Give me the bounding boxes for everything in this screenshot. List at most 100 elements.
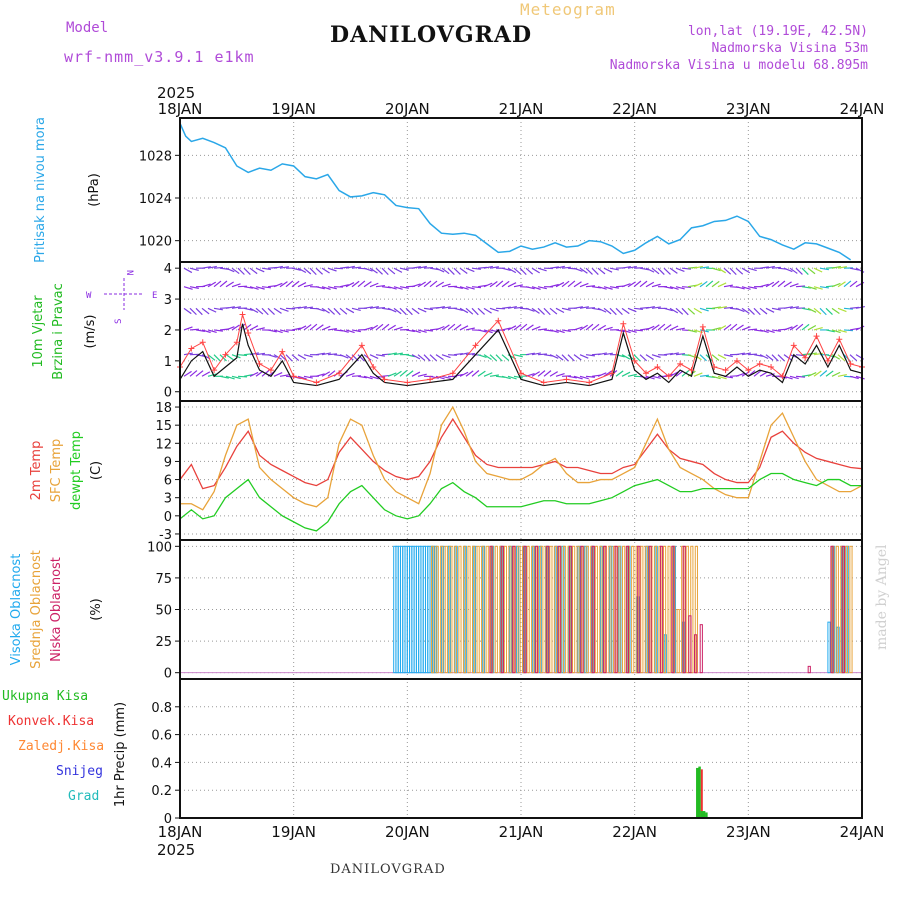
wind-barb <box>531 267 540 274</box>
wind-barb <box>489 307 499 312</box>
wind-barb <box>837 329 847 333</box>
wind-barb <box>513 354 523 358</box>
wind-barb <box>435 267 445 273</box>
wind-barb <box>807 352 817 356</box>
low-cloud-bar <box>591 545 595 674</box>
wind-barb <box>189 286 199 289</box>
wind-barb <box>657 267 665 276</box>
wind-barb <box>627 281 636 288</box>
y-tick-label: 9 <box>164 455 172 470</box>
wind-barb <box>471 370 480 377</box>
gust-marker <box>620 320 627 327</box>
wind-barb <box>549 307 558 315</box>
wind-barb <box>279 266 289 269</box>
mid-cloud-bar <box>444 545 448 674</box>
wind-barb <box>771 280 780 288</box>
gust-marker <box>381 376 388 383</box>
low-cloud-bar <box>841 545 845 674</box>
mid-cloud-bar <box>562 545 567 674</box>
gust-marker <box>427 376 434 383</box>
wind-barb <box>801 267 809 275</box>
wind-barb <box>597 324 607 331</box>
wind-barb <box>549 371 559 377</box>
wind-barb <box>735 352 745 356</box>
wind-barb <box>465 370 474 377</box>
wind-barb <box>519 267 527 276</box>
wind-barb <box>531 371 541 377</box>
wind-barb <box>849 267 859 271</box>
gust-marker <box>279 348 286 355</box>
bottom-date-label: 24JAN <box>840 823 885 841</box>
wind-barb <box>573 354 582 361</box>
wind-barb <box>387 267 396 275</box>
wind-barb <box>579 375 589 380</box>
low-cloud-bar <box>659 545 664 674</box>
wind-barb <box>507 375 517 380</box>
gust-marker <box>643 370 650 377</box>
wind-barb <box>303 306 313 309</box>
wind-barb <box>627 307 637 313</box>
wind-barb <box>663 352 673 356</box>
wind-barb <box>753 329 763 332</box>
model-elevation-label: Nadmorska Visina u modelu 68.895m <box>609 58 868 73</box>
wind-barb <box>591 323 600 331</box>
wind-barb <box>663 267 671 275</box>
wind-barb <box>681 267 692 270</box>
wind-barb <box>225 281 234 288</box>
wind-barb <box>249 371 259 377</box>
wind-barb <box>465 327 475 331</box>
wind-barb <box>309 267 317 276</box>
wind-barb <box>723 354 733 358</box>
wind-barb <box>711 375 721 380</box>
wind-barb <box>549 266 559 269</box>
wind-barb <box>291 327 301 331</box>
wind-barb <box>555 329 565 334</box>
wind-barb <box>759 283 769 288</box>
wind-barb <box>525 267 534 275</box>
wind-barb <box>615 307 623 316</box>
wind-barb <box>459 286 469 290</box>
mid-cloud-bar <box>503 545 508 674</box>
wind-barb <box>231 375 241 380</box>
wind-barb <box>585 267 593 275</box>
wind-barb <box>405 329 415 333</box>
gust-marker <box>358 342 365 349</box>
wind-barb <box>255 307 264 315</box>
wind-barb <box>771 266 782 269</box>
wind-barb <box>375 284 386 288</box>
mid-cloud-bar <box>508 545 512 674</box>
wind-barb <box>789 375 799 380</box>
y-tick-label: 2 <box>164 324 172 339</box>
wind-barb <box>597 372 607 377</box>
gust-marker <box>239 311 246 318</box>
gust-marker <box>756 360 763 367</box>
wind-barb <box>255 327 265 331</box>
wind-barb <box>333 267 344 270</box>
gust-marker <box>211 367 218 374</box>
wind-barb <box>669 267 678 274</box>
gust-marker <box>847 360 854 367</box>
wind-barb <box>183 370 192 377</box>
precip-legend-item: Snijeg <box>56 764 103 779</box>
wind-barb <box>411 266 421 269</box>
wind-barb <box>669 352 679 356</box>
wind-barb <box>597 286 607 290</box>
panel-frame-precip <box>179 678 863 819</box>
wind-barb <box>651 267 660 275</box>
wind-barb <box>339 307 348 315</box>
wind-barb <box>201 266 211 269</box>
wind-barb <box>711 267 721 272</box>
wind-barb <box>465 267 475 273</box>
gust-marker <box>495 317 502 324</box>
wind-barb <box>261 307 269 316</box>
mid-cloud-bar <box>617 545 621 674</box>
wind-barb <box>699 266 709 269</box>
station-title: DANILOVGRAD <box>330 22 533 48</box>
wind-barb <box>609 286 619 289</box>
wind-barb <box>237 375 248 378</box>
wind-barb <box>537 353 548 356</box>
mid-cloud-bar <box>431 545 435 674</box>
wind-barb <box>723 306 734 309</box>
wind-barb <box>207 354 216 361</box>
